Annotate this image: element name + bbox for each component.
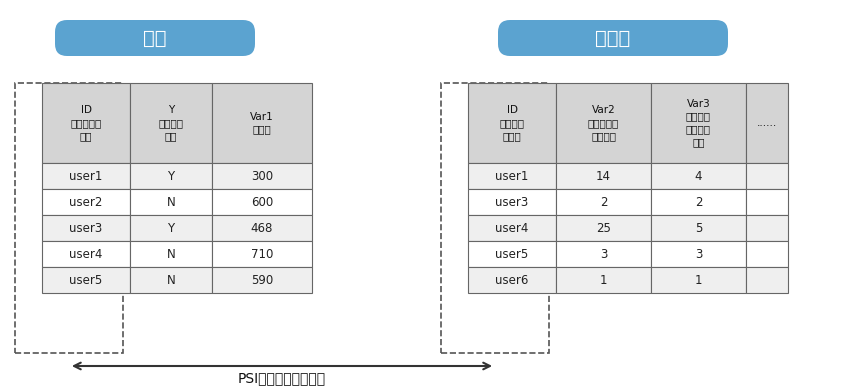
Text: 5: 5 <box>695 222 702 234</box>
Bar <box>15 83 123 353</box>
Bar <box>556 215 651 241</box>
Text: 710: 710 <box>250 248 273 260</box>
Text: user1: user1 <box>495 170 529 182</box>
Text: Var2
近七天通话
平均时长: Var2 近七天通话 平均时长 <box>588 105 619 141</box>
Text: N: N <box>167 274 175 286</box>
Bar <box>42 189 130 215</box>
Text: Y: Y <box>168 170 174 182</box>
Bar <box>212 215 312 241</box>
Bar <box>468 215 556 241</box>
Bar <box>130 241 212 267</box>
Bar <box>556 241 651 267</box>
Text: 1: 1 <box>695 274 702 286</box>
Bar <box>42 267 130 293</box>
Bar <box>468 163 556 189</box>
Bar <box>130 189 212 215</box>
Bar <box>468 83 556 163</box>
Bar <box>651 267 746 293</box>
Bar <box>746 241 788 267</box>
Bar <box>556 83 651 163</box>
Text: user4: user4 <box>495 222 529 234</box>
Text: 2: 2 <box>600 196 607 208</box>
Text: 468: 468 <box>250 222 273 234</box>
Bar <box>651 189 746 215</box>
Bar <box>651 163 746 189</box>
Text: N: N <box>167 248 175 260</box>
Text: 300: 300 <box>251 170 273 182</box>
FancyBboxPatch shape <box>498 20 728 56</box>
Text: user6: user6 <box>495 274 529 286</box>
Bar <box>130 267 212 293</box>
Text: 14: 14 <box>596 170 611 182</box>
Bar <box>651 83 746 163</box>
Bar <box>42 241 130 267</box>
Text: Y
是否逾期
标签: Y 是否逾期 标签 <box>158 105 184 141</box>
FancyBboxPatch shape <box>55 20 255 56</box>
Bar <box>130 215 212 241</box>
Text: ID
客户唯一
识别号: ID 客户唯一 识别号 <box>499 105 525 141</box>
Text: user3: user3 <box>496 196 529 208</box>
Bar <box>556 189 651 215</box>
Text: 银行: 银行 <box>143 28 167 47</box>
Text: 3: 3 <box>600 248 607 260</box>
Bar <box>468 241 556 267</box>
Text: user4: user4 <box>69 248 102 260</box>
Bar <box>212 163 312 189</box>
Bar <box>42 83 130 163</box>
Bar <box>651 241 746 267</box>
Bar <box>42 215 130 241</box>
Text: PSI技术匹配交集客户: PSI技术匹配交集客户 <box>238 371 326 385</box>
Bar <box>212 189 312 215</box>
Text: Var3
近三个月
接入电话
次数: Var3 近三个月 接入电话 次数 <box>686 99 711 147</box>
Text: user1: user1 <box>69 170 102 182</box>
Bar <box>441 83 549 353</box>
Text: Y: Y <box>168 222 174 234</box>
Bar <box>42 163 130 189</box>
Text: ID
客户唯一识
别号: ID 客户唯一识 别号 <box>70 105 102 141</box>
Text: user2: user2 <box>69 196 102 208</box>
Bar <box>556 163 651 189</box>
Bar <box>556 267 651 293</box>
Text: 3: 3 <box>695 248 702 260</box>
Bar <box>746 215 788 241</box>
Text: user3: user3 <box>69 222 102 234</box>
Text: 4: 4 <box>695 170 702 182</box>
Text: Var1
信用分: Var1 信用分 <box>250 112 274 134</box>
Bar <box>746 189 788 215</box>
Bar <box>212 267 312 293</box>
Bar <box>746 267 788 293</box>
Text: user5: user5 <box>496 248 529 260</box>
Bar <box>468 189 556 215</box>
Bar <box>212 241 312 267</box>
Text: N: N <box>167 196 175 208</box>
Text: user5: user5 <box>69 274 102 286</box>
Text: 590: 590 <box>251 274 273 286</box>
Bar <box>212 83 312 163</box>
Text: ......: ...... <box>757 118 777 128</box>
Bar <box>746 83 788 163</box>
Text: 2: 2 <box>695 196 702 208</box>
Bar <box>651 215 746 241</box>
Bar <box>130 163 212 189</box>
Bar <box>130 83 212 163</box>
Text: 25: 25 <box>596 222 611 234</box>
Text: 1: 1 <box>600 274 607 286</box>
Text: 600: 600 <box>251 196 273 208</box>
Text: 运营商: 运营商 <box>596 28 630 47</box>
Bar <box>468 267 556 293</box>
Bar <box>746 163 788 189</box>
